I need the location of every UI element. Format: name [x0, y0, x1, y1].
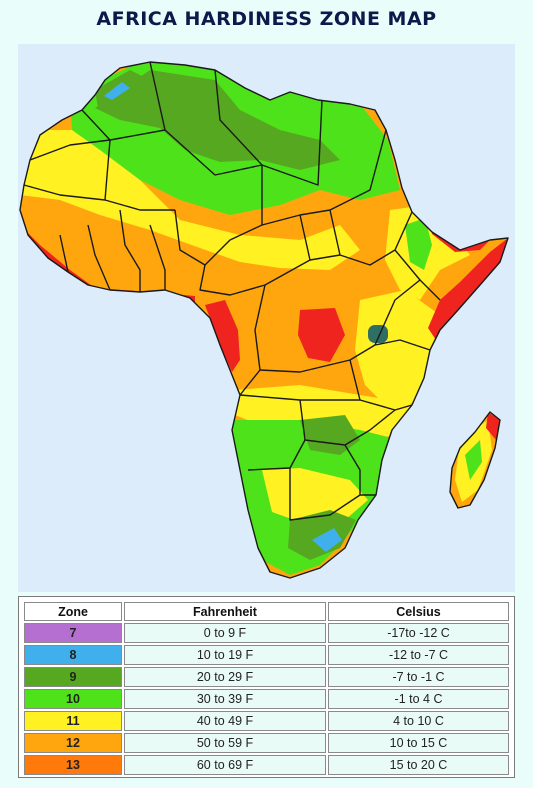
zone-8-lesotho	[312, 528, 342, 552]
zone-swatch: 8	[24, 645, 122, 665]
zone-11-west	[20, 130, 360, 270]
zone-7-rwanda	[368, 325, 388, 343]
celsius-range: -12 to -7 C	[328, 645, 509, 665]
zone-13-gabon	[205, 300, 240, 372]
mada-zone-10	[465, 440, 482, 480]
legend-row: 9 20 to 29 F -7 to -1 C	[24, 667, 509, 687]
zone-swatch: 7	[24, 623, 122, 643]
map-title: AFRICA HARDINESS ZONE MAP	[96, 8, 437, 30]
celsius-range: 4 to 10 C	[328, 711, 509, 731]
zone-8-atlas	[104, 82, 130, 100]
map-area	[18, 44, 515, 592]
zone-swatch: 13	[24, 755, 122, 775]
fahrenheit-range: 10 to 19 F	[124, 645, 326, 665]
legend-row: 13 60 to 69 F 15 to 20 C	[24, 755, 509, 775]
celsius-range: -7 to -1 C	[328, 667, 509, 687]
africa-mainland	[20, 62, 508, 578]
mada-zone-13	[486, 412, 500, 440]
fahrenheit-range: 50 to 59 F	[124, 733, 326, 753]
fahrenheit-range: 0 to 9 F	[124, 623, 326, 643]
zone-legend-table: Zone Fahrenheit Celsius 7 0 to 9 F -17to…	[22, 600, 511, 777]
zone-11-kalahari	[262, 468, 368, 522]
fahrenheit-range: 20 to 29 F	[124, 667, 326, 687]
fahrenheit-range: 30 to 39 F	[124, 689, 326, 709]
header-celsius: Celsius	[328, 602, 509, 621]
legend-row: 7 0 to 9 F -17to -12 C	[24, 623, 509, 643]
africa-map	[19, 61, 509, 579]
zone-swatch: 10	[24, 689, 122, 709]
zone-13-congo-hot	[298, 308, 345, 362]
legend-row: 12 50 to 59 F 10 to 15 C	[24, 733, 509, 753]
celsius-range: -17to -12 C	[328, 623, 509, 643]
celsius-range: 15 to 20 C	[328, 755, 509, 775]
zone-swatch: 11	[24, 711, 122, 731]
celsius-range: 10 to 15 C	[328, 733, 509, 753]
fahrenheit-range: 40 to 49 F	[124, 711, 326, 731]
legend-panel: Zone Fahrenheit Celsius 7 0 to 9 F -17to…	[18, 596, 515, 778]
zone-13-somalia	[428, 238, 508, 340]
legend-row: 8 10 to 19 F -12 to -7 C	[24, 645, 509, 665]
legend-header-row: Zone Fahrenheit Celsius	[24, 602, 509, 621]
header-zone: Zone	[24, 602, 122, 621]
zone-11-east	[355, 290, 440, 410]
zone-swatch: 12	[24, 733, 122, 753]
legend-row: 10 30 to 39 F -1 to 4 C	[24, 689, 509, 709]
country-borders	[19, 61, 509, 579]
zone-swatch: 9	[24, 667, 122, 687]
zone-10-ethiopia	[405, 218, 432, 270]
fahrenheit-range: 60 to 69 F	[124, 755, 326, 775]
zone-9-sahara	[95, 70, 340, 170]
legend-row: 11 40 to 49 F 4 to 10 C	[24, 711, 509, 731]
header-fahrenheit: Fahrenheit	[124, 602, 326, 621]
celsius-range: -1 to 4 C	[328, 689, 509, 709]
